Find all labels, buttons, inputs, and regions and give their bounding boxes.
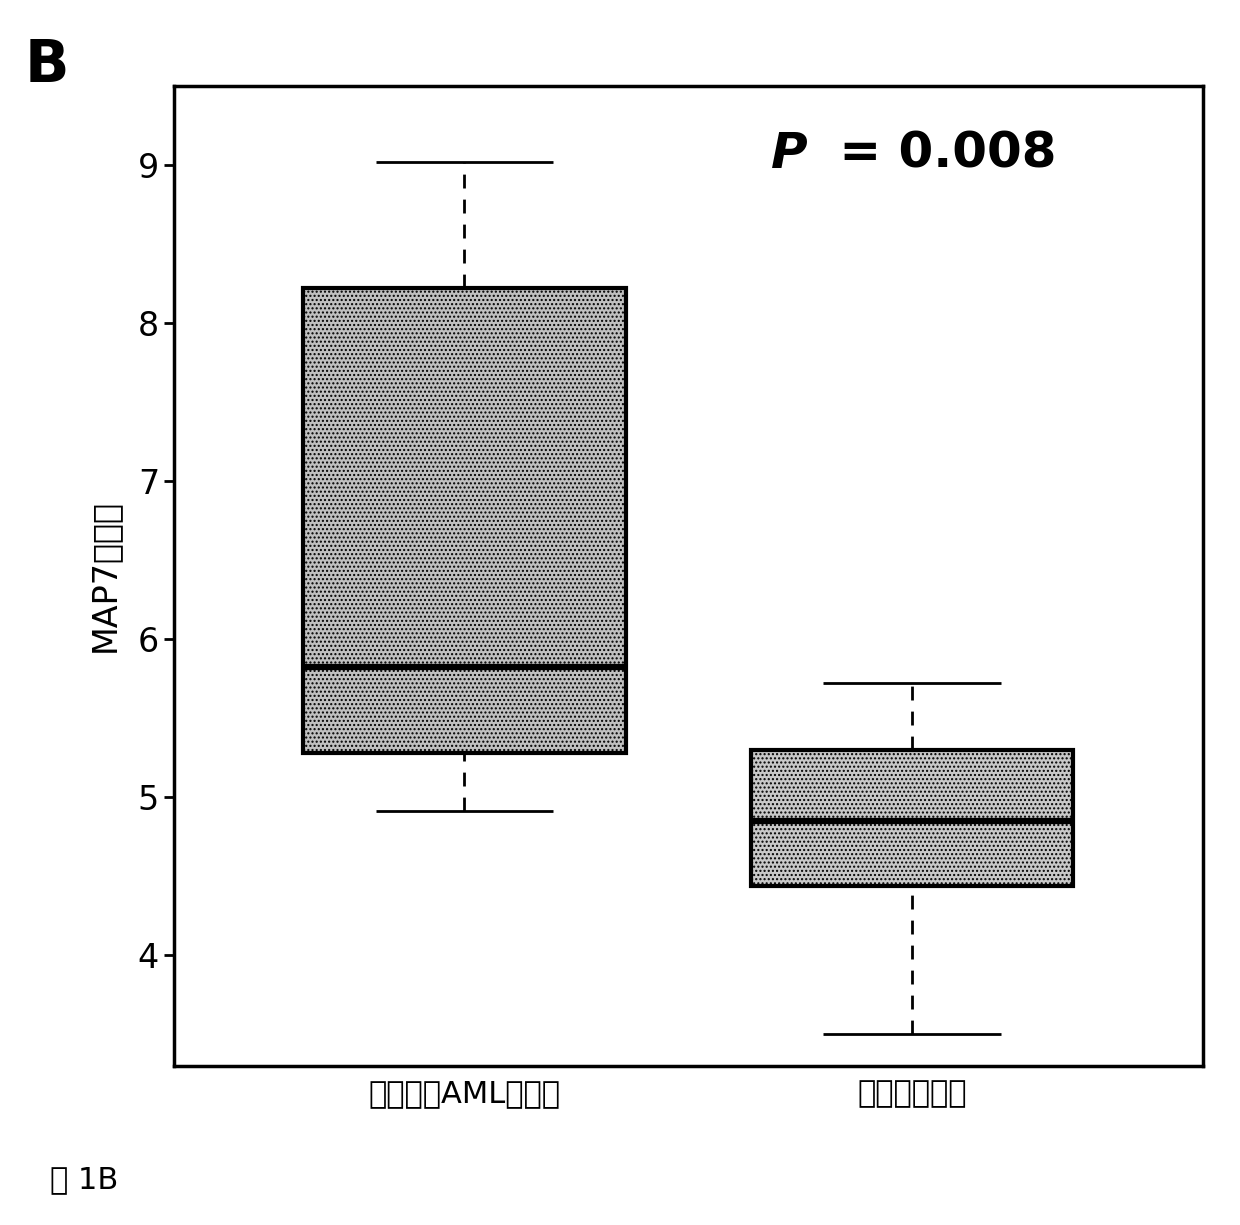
Text: B: B: [25, 37, 69, 94]
Text: P: P: [770, 130, 807, 178]
Text: = 0.008: = 0.008: [822, 130, 1056, 178]
Text: 图 1B: 图 1B: [50, 1165, 118, 1194]
Bar: [304, 288, 625, 753]
Y-axis label: MAP7的表达: MAP7的表达: [88, 500, 122, 652]
Bar: [751, 750, 1073, 886]
